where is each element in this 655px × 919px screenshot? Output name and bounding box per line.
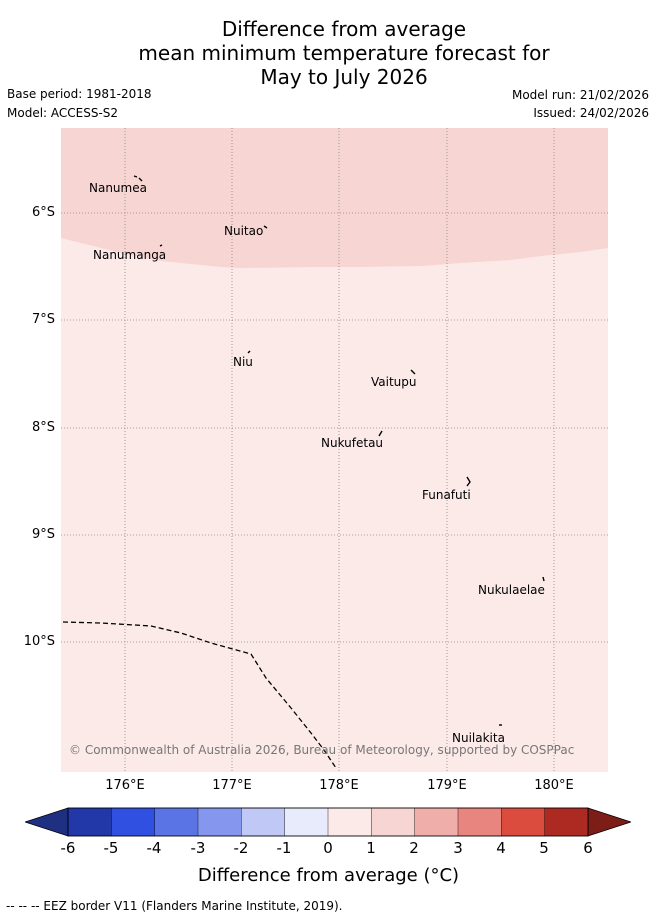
issued-date: Issued: 24/02/2026 xyxy=(533,106,649,120)
lat-label-7s: 7°S xyxy=(31,312,55,327)
island-nuitao xyxy=(263,225,268,229)
colorbar-frame xyxy=(67,807,589,837)
colorbar-cell xyxy=(197,807,242,837)
colorbar-tick: 2 xyxy=(409,839,419,857)
colorbar-tick: -2 xyxy=(233,839,249,857)
colorbar-tick: 5 xyxy=(539,839,549,857)
model-run: Model run: 21/02/2026 xyxy=(511,88,649,102)
base-period: Base period: 1981-2018 xyxy=(7,87,152,101)
colorbar-cell xyxy=(111,807,156,837)
island-niu xyxy=(247,350,251,354)
lat-label-8s: 8°S xyxy=(31,420,55,435)
place-label: Vaitupu xyxy=(371,375,417,389)
map-title-line-1: Difference from average xyxy=(221,17,467,41)
model-name: Model: ACCESS-S2 xyxy=(7,106,119,120)
place-label: Nukufetau xyxy=(321,436,384,450)
forecast-map xyxy=(61,128,608,772)
colorbar-tick: 0 xyxy=(323,839,333,857)
copyright-notice: © Commonwealth of Australia 2026, Bureau… xyxy=(69,743,575,757)
colorbar-tick: -1 xyxy=(276,839,292,857)
colorbar-cell xyxy=(67,807,112,837)
colorbar-cell xyxy=(327,807,372,837)
colorbar-tick: -5 xyxy=(103,839,119,857)
lon-label-180e: 180°E xyxy=(534,778,574,793)
island-funafuti xyxy=(466,476,471,487)
colorbar-tick: 3 xyxy=(453,839,463,857)
lon-label-178e: 178°E xyxy=(319,778,359,793)
eez-border xyxy=(62,621,337,769)
lat-label-9s: 9°S xyxy=(31,527,55,542)
colorbar-tick: 6 xyxy=(583,839,593,857)
place-label: Nanumea xyxy=(89,181,147,195)
colorbar-tick: 4 xyxy=(496,839,506,857)
eez-legend-note: -- -- -- EEZ border V11 (Flanders Marine… xyxy=(6,899,343,913)
colorbar-tick: 1 xyxy=(366,839,376,857)
colorbar-cell xyxy=(457,807,502,837)
map-title-line-2: mean minimum temperature forecast for xyxy=(138,41,550,65)
colorbar-over-arrow xyxy=(587,807,631,837)
colorbar-cell xyxy=(241,807,286,837)
place-label: Nukulaelae xyxy=(478,583,545,597)
island-nanumanga xyxy=(159,244,163,247)
colorbar-cell xyxy=(371,807,416,837)
map-title-line-3: May to July 2026 xyxy=(260,65,428,89)
lon-label-176e: 176°E xyxy=(105,778,145,793)
colorbar-title: Difference from average (°C) xyxy=(197,865,460,886)
lon-label-179e: 179°E xyxy=(427,778,467,793)
colorbar-tick: -6 xyxy=(60,839,76,857)
colorbar-cell xyxy=(154,807,199,837)
place-label: Niu xyxy=(233,355,253,369)
graticule xyxy=(61,128,608,772)
place-label: Nanumanga xyxy=(93,248,167,262)
colorbar-under-arrow xyxy=(25,807,69,837)
colorbar-cell xyxy=(544,807,589,837)
island-vaitupu xyxy=(410,369,416,375)
colorbar-cell xyxy=(284,807,329,837)
island-nukulaelae xyxy=(542,576,545,582)
island-nukufetau xyxy=(378,430,383,437)
colorbar-tick: -4 xyxy=(146,839,162,857)
place-label: Nuitao xyxy=(224,224,264,238)
colorbar-cell xyxy=(501,807,546,837)
lon-label-177e: 177°E xyxy=(212,778,252,793)
colorbar-cell xyxy=(414,807,459,837)
anomaly-band-1-2 xyxy=(61,128,608,268)
lat-label-10s: 10°S xyxy=(23,634,55,649)
islands xyxy=(133,175,545,726)
lat-label-6s: 6°S xyxy=(31,205,55,220)
colorbar xyxy=(25,807,631,837)
place-label: Nuilakita xyxy=(452,731,505,745)
colorbar-tick: -3 xyxy=(190,839,206,857)
island-nanumea xyxy=(133,175,143,182)
place-label: Funafuti xyxy=(422,488,471,502)
